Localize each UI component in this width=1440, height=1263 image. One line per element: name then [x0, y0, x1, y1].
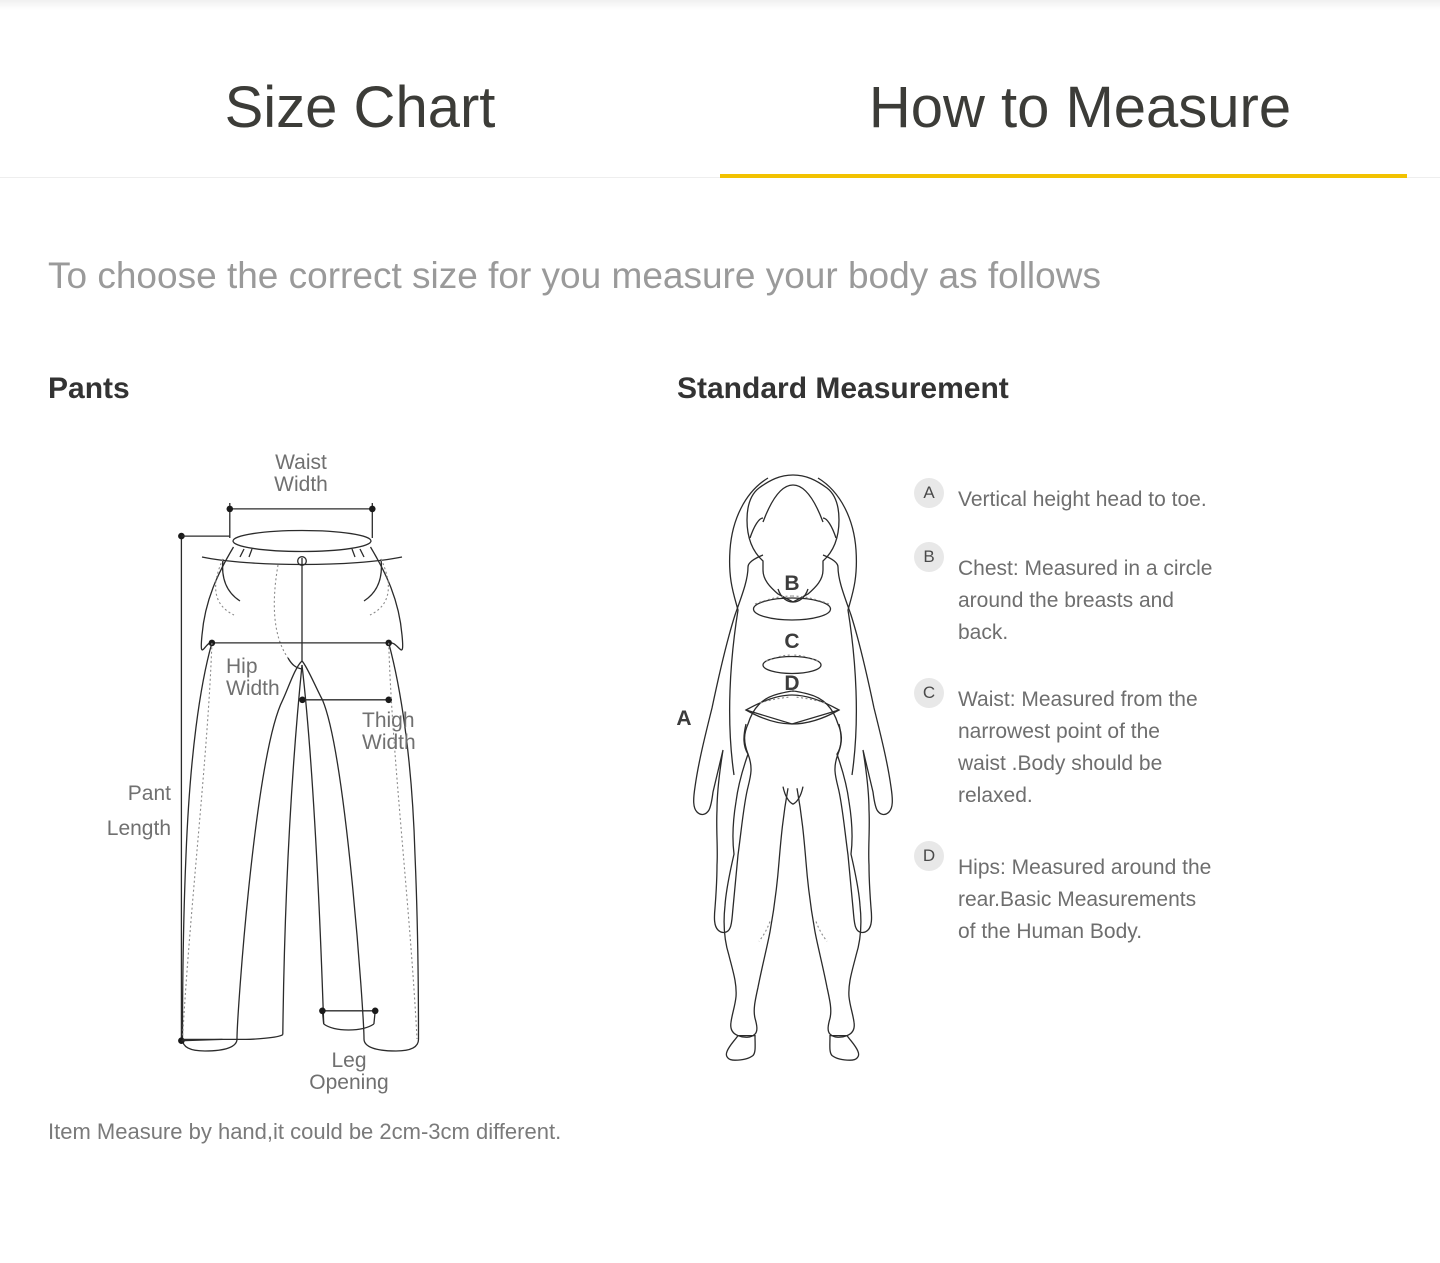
svg-text:Width: Width: [362, 731, 416, 754]
svg-text:Thigh: Thigh: [362, 709, 415, 732]
svg-text:C: C: [784, 630, 799, 653]
svg-text:B: B: [784, 572, 799, 595]
svg-text:Hip: Hip: [226, 655, 258, 678]
svg-text:Width: Width: [274, 473, 328, 496]
svg-text:Pant: Pant: [128, 782, 171, 805]
svg-text:Leg: Leg: [331, 1049, 366, 1072]
svg-text:Opening: Opening: [309, 1071, 388, 1094]
svg-text:Length: Length: [107, 817, 171, 840]
svg-text:D: D: [784, 672, 799, 695]
svg-text:Width: Width: [226, 677, 280, 700]
svg-text:A: A: [676, 707, 691, 730]
svg-text:Waist: Waist: [275, 451, 327, 474]
